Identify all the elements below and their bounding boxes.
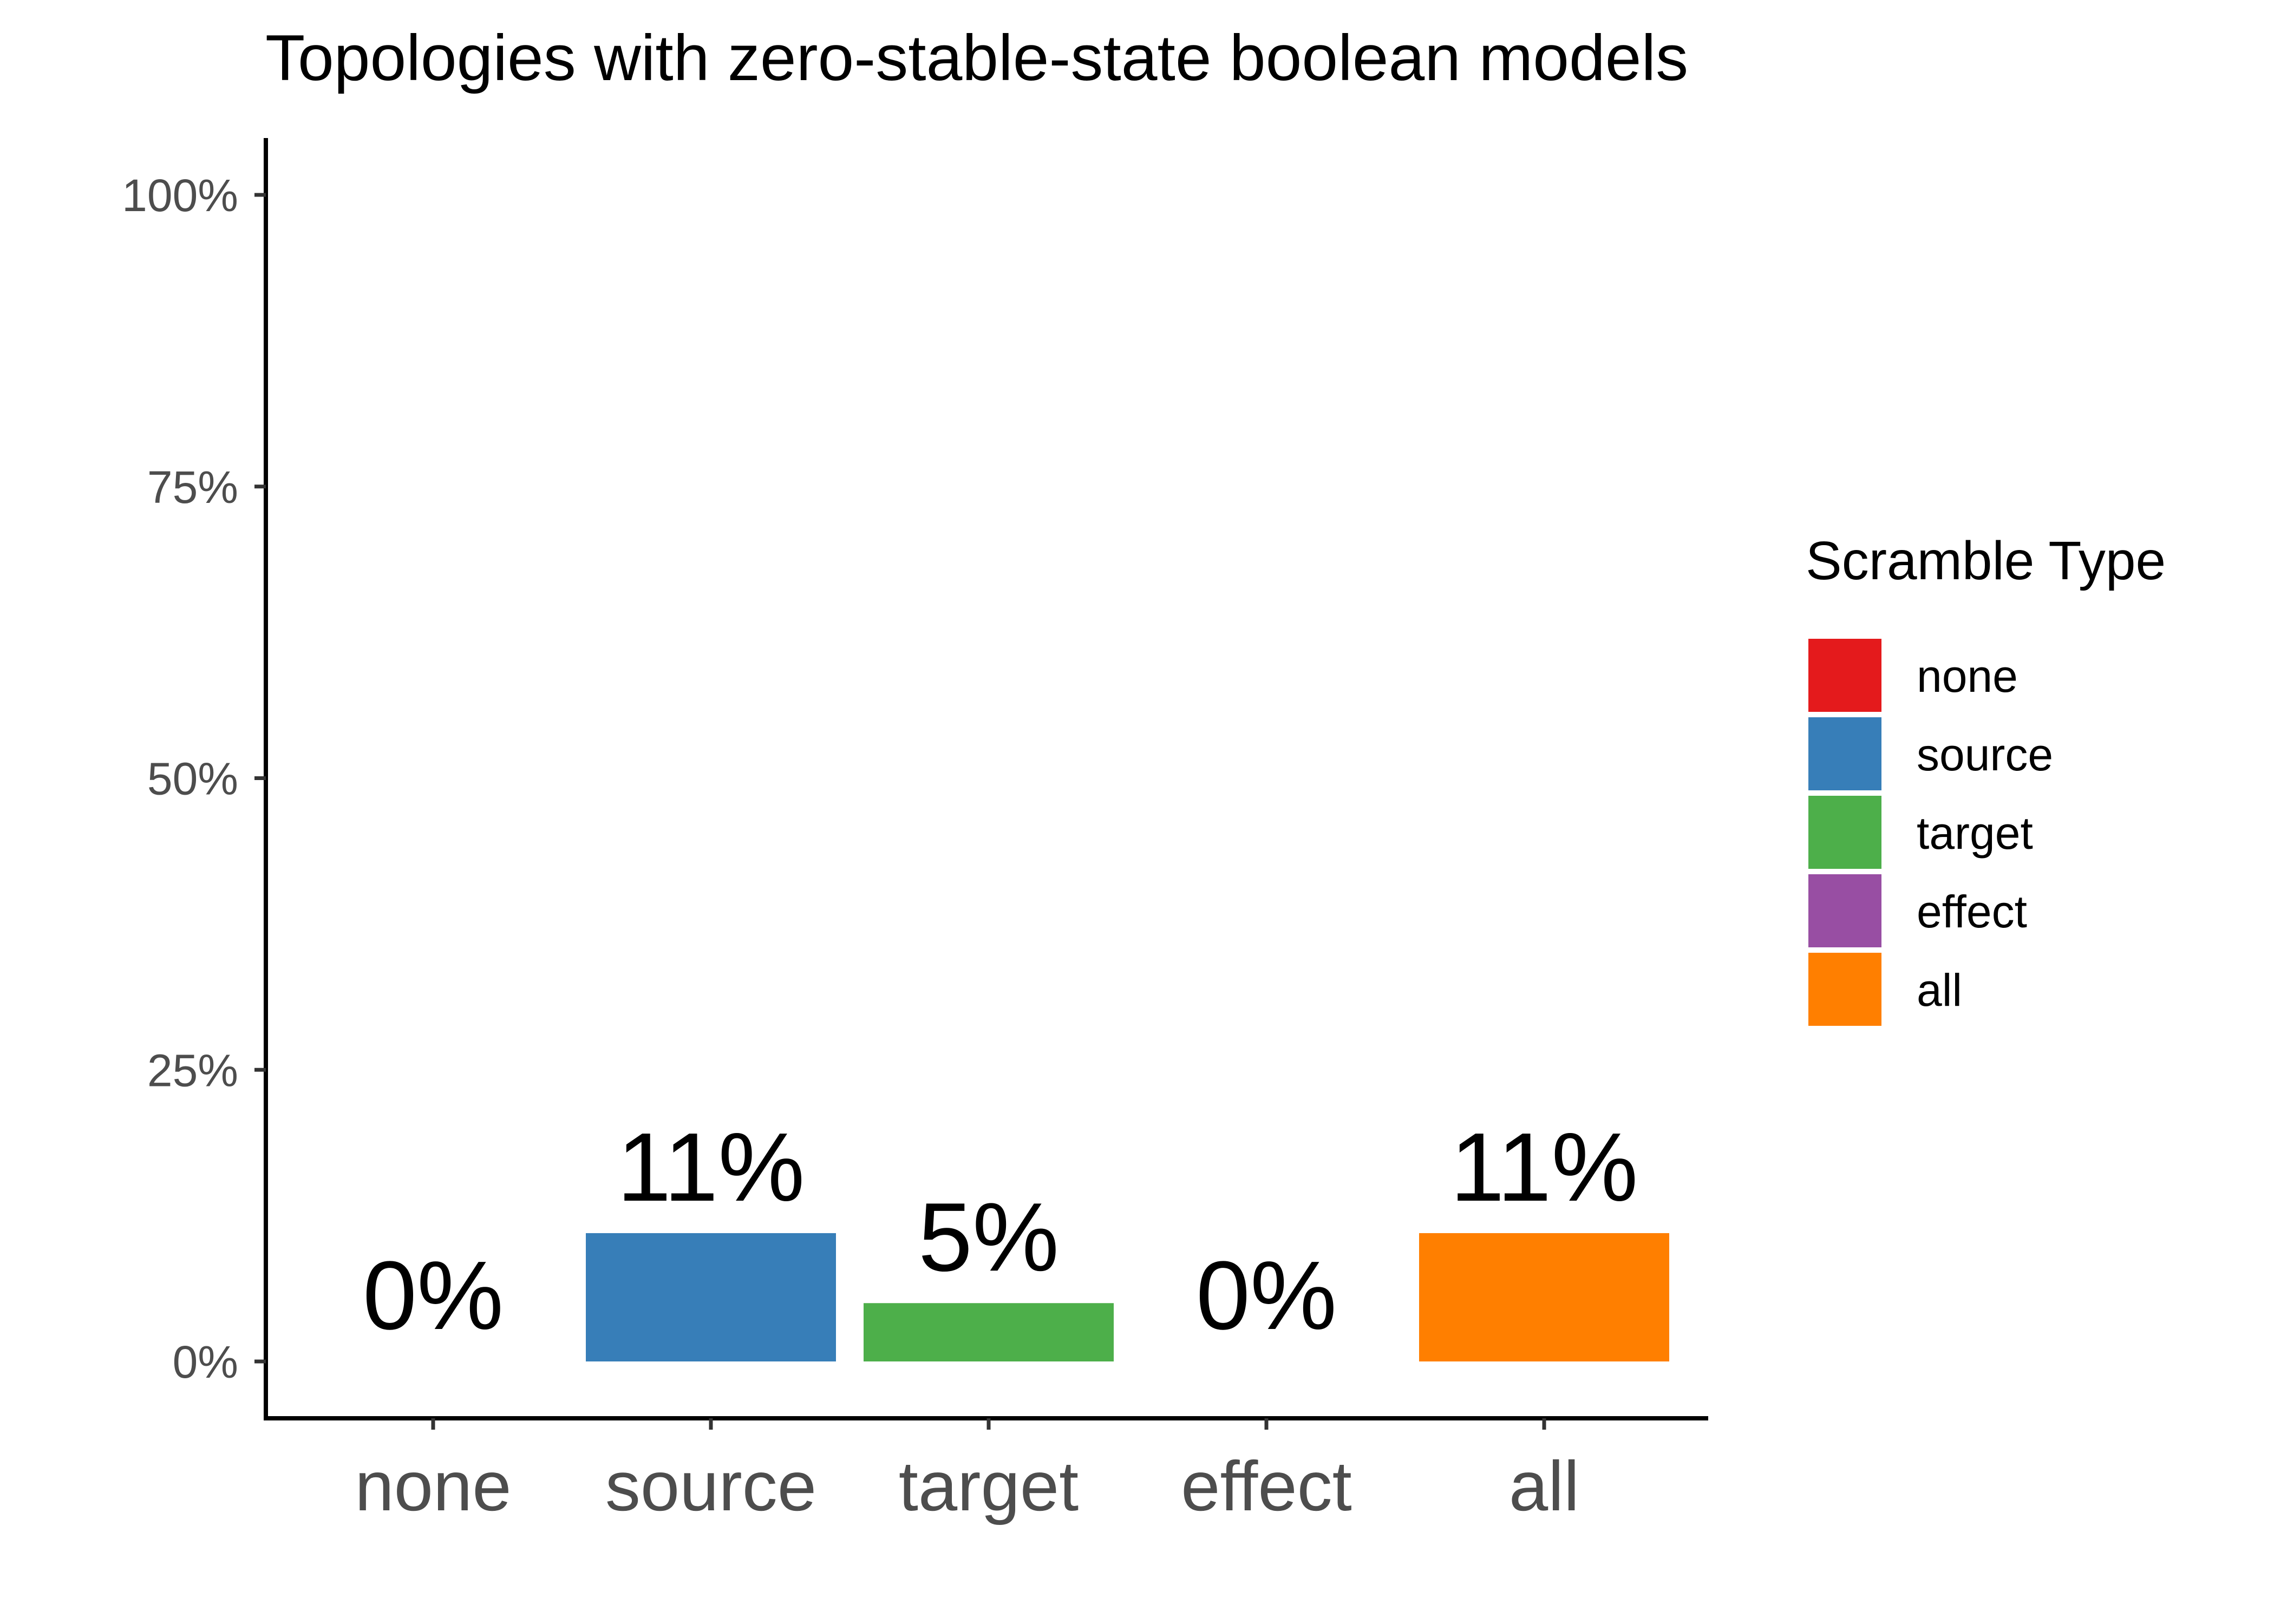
x-tick-label-source: source xyxy=(605,1446,816,1525)
legend-items: none source target effect all xyxy=(1808,639,2053,1026)
value-label-none: 0% xyxy=(363,1241,504,1350)
value-label-effect: 0% xyxy=(1196,1241,1337,1350)
legend-label-source: source xyxy=(1917,729,2053,780)
legend-swatch-source xyxy=(1808,717,1881,790)
value-label-all: 11% xyxy=(1450,1113,1638,1222)
legend: Scramble Type none source target effect all xyxy=(1806,531,2166,1026)
x-tick-label-target: target xyxy=(899,1446,1079,1525)
y-tick-label: 75% xyxy=(147,462,238,513)
legend-label-none: none xyxy=(1917,651,2018,702)
bar-source xyxy=(586,1233,836,1361)
legend-title: Scramble Type xyxy=(1806,531,2166,591)
y-tick-label: 100% xyxy=(122,170,238,221)
legend-swatch-effect xyxy=(1808,874,1881,947)
legend-swatch-target xyxy=(1808,796,1881,869)
y-tick-label: 0% xyxy=(173,1337,238,1387)
y-tick-label: 50% xyxy=(147,754,238,804)
value-label-target: 5% xyxy=(918,1183,1059,1292)
chart-title: Topologies with zero-stable-state boolea… xyxy=(265,22,1688,94)
legend-label-target: target xyxy=(1917,808,2033,859)
y-axis: 0% 25% 50% 75% 100% xyxy=(122,170,266,1387)
legend-swatch-all xyxy=(1808,953,1881,1026)
legend-label-effect: effect xyxy=(1917,886,2027,937)
x-tick-label-effect: effect xyxy=(1181,1446,1352,1525)
legend-swatch-none xyxy=(1808,639,1881,712)
bar-all xyxy=(1419,1233,1669,1361)
y-tick-label: 25% xyxy=(147,1045,238,1096)
plot-area: 0% 11% 5% 0% 11% xyxy=(363,1113,1669,1361)
x-tick-label-none: none xyxy=(355,1446,511,1525)
legend-label-all: all xyxy=(1917,965,1962,1016)
x-tick-label-all: all xyxy=(1509,1446,1579,1525)
value-label-source: 11% xyxy=(617,1113,805,1222)
x-axis: none source target effect all xyxy=(355,1418,1579,1525)
bar-target xyxy=(864,1303,1114,1361)
